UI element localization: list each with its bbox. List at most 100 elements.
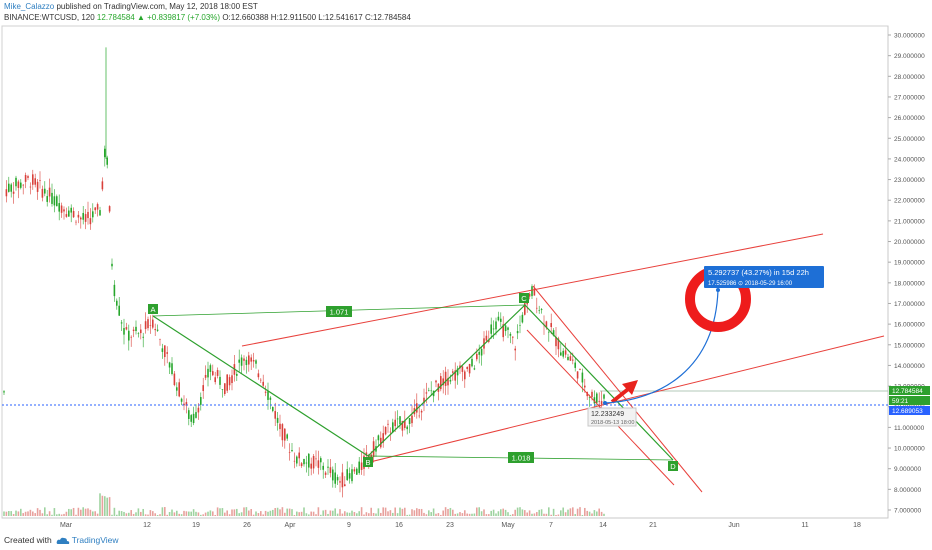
volume-bar (27, 511, 29, 516)
candle-body (466, 366, 468, 369)
candle-body (288, 452, 291, 453)
candle-body (416, 403, 418, 413)
volume-bar (358, 511, 360, 516)
volume-bar (168, 512, 171, 516)
volume-bar (552, 508, 555, 516)
abcd-pattern[interactable] (152, 304, 674, 461)
price-tick-label: 14.000000 (894, 363, 925, 370)
volume-bar (586, 510, 588, 516)
candle-body (118, 305, 120, 316)
candle-body (536, 307, 538, 309)
volume-bar (356, 513, 358, 516)
candle-body (46, 196, 48, 202)
candle-body (464, 371, 466, 380)
candle-body (226, 374, 228, 391)
candle-body (144, 321, 147, 330)
volume-bar (480, 511, 483, 516)
candle-body (420, 410, 423, 413)
candle-body (257, 373, 260, 378)
candle-body (456, 368, 459, 376)
volume-bar (65, 511, 68, 516)
volume-bar (420, 508, 423, 516)
candle-body (286, 434, 288, 439)
candle-body (20, 182, 22, 188)
volume-bar (360, 507, 363, 516)
volume-bar (396, 513, 399, 516)
candle-body (10, 184, 12, 192)
candle-body (154, 329, 156, 331)
candle-body (60, 205, 63, 213)
candle-body (425, 392, 428, 394)
volume-bar (317, 507, 320, 516)
volume-bar (557, 514, 560, 516)
candle-body (384, 426, 387, 435)
volume-bar (315, 514, 317, 516)
candle-body (555, 336, 557, 347)
candle-body (581, 372, 584, 383)
candle-body (113, 284, 116, 297)
projection-curve[interactable] (604, 289, 719, 404)
price-tick-label: 19.000000 (894, 260, 925, 267)
volume-bar (82, 507, 84, 516)
volume-bar (476, 507, 478, 516)
volume-bar (118, 510, 120, 516)
candle-body (281, 424, 284, 441)
candle-body (516, 331, 519, 334)
candle-body (89, 218, 92, 225)
volume-bar (51, 514, 53, 516)
candle-body (200, 397, 202, 405)
lower-channel-line[interactable] (369, 335, 885, 463)
candle-body (70, 207, 72, 213)
publish-text: published on TradingView.com, May 12, 20… (56, 2, 258, 11)
volume-bar (173, 512, 176, 516)
volume-bar (545, 513, 548, 516)
volume-bar (77, 507, 80, 516)
candle-body (567, 356, 569, 361)
candle-body (142, 336, 144, 338)
volume-bar (80, 509, 82, 516)
candle-body (377, 435, 380, 441)
cloud-icon (56, 537, 69, 544)
volume-bar (543, 513, 545, 516)
candle-body (471, 358, 473, 367)
candle-body (327, 466, 329, 468)
candle-body (341, 472, 344, 488)
volume-bar (310, 511, 312, 516)
volume-bar (60, 514, 63, 516)
candle-body (176, 387, 178, 391)
time-tick-label: 7 (549, 522, 553, 529)
time-tick-label: 11 (801, 522, 808, 529)
candle-body (500, 318, 502, 322)
volume-bar (183, 510, 185, 516)
candle-body (440, 376, 442, 390)
point-d-label: D (670, 462, 676, 471)
candle-body (293, 460, 296, 462)
volume-bar (514, 509, 516, 516)
candle-body (569, 356, 572, 361)
candle-body (82, 212, 84, 220)
upper-channel-line[interactable] (241, 233, 824, 347)
candle-body (15, 177, 17, 187)
volume-bar (507, 512, 509, 516)
volume-bar (130, 510, 132, 516)
projection-info-box: 5.292737 (43.27%) in 15d 22h 17.525986 ⊙… (704, 266, 824, 288)
candle-body (192, 413, 195, 424)
candle-body (204, 374, 207, 378)
symbol-interval[interactable]: BINANCE:WTCUSD, 120 (4, 13, 95, 22)
descending-channel-upper[interactable] (532, 285, 703, 493)
volume-bar (372, 513, 375, 516)
volume-bar (233, 509, 236, 516)
author-link[interactable]: Mike_Calazzo (4, 2, 55, 11)
volume-bar (17, 511, 20, 516)
tradingview-logo[interactable]: TradingView (56, 535, 119, 545)
candle-body (444, 371, 447, 386)
volume-bar (466, 513, 468, 516)
volume-bar (87, 508, 89, 516)
volume-bar (348, 512, 351, 516)
volume-bar (540, 509, 543, 516)
volume-bar (444, 507, 447, 516)
candle-body (12, 191, 15, 194)
candle-body (27, 176, 29, 178)
candle-body (276, 417, 279, 423)
